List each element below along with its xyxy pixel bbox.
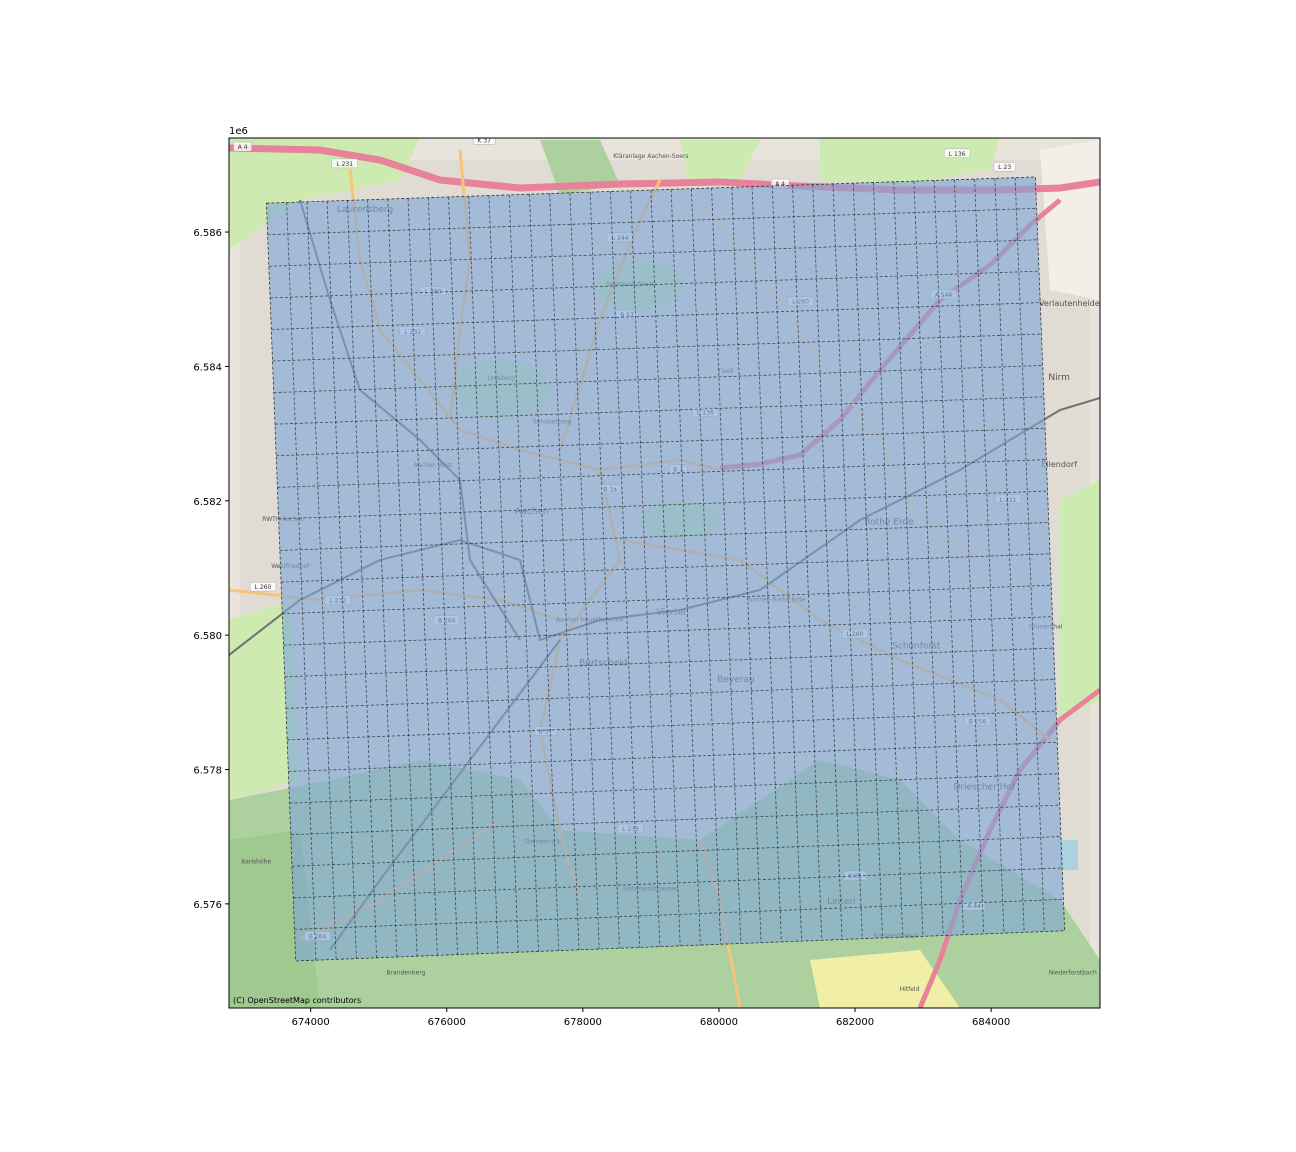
road-label: L 23 bbox=[998, 164, 1011, 171]
road-label: K 37 bbox=[477, 137, 491, 144]
grid-row-line bbox=[288, 741, 1058, 772]
x-axis: 674000 676000 678000 680000 682000 684000 bbox=[292, 1008, 1010, 1028]
y-tick-label: 6.582 bbox=[193, 497, 222, 508]
grid-column-line bbox=[610, 191, 641, 948]
grid-lines bbox=[267, 177, 1064, 961]
grid-row-line bbox=[289, 773, 1059, 804]
y-tick-label: 6.584 bbox=[193, 362, 222, 373]
grid-column-line bbox=[933, 180, 964, 935]
road-shield bbox=[993, 162, 1016, 172]
x-tick-label: 674000 bbox=[292, 1017, 330, 1028]
grid-column-line bbox=[1014, 177, 1045, 932]
x-tick-label: 684000 bbox=[972, 1017, 1010, 1028]
grid-row-line bbox=[293, 867, 1063, 899]
meadow-area bbox=[229, 138, 420, 250]
grid-row-line bbox=[272, 333, 1042, 362]
grid-row-line bbox=[281, 553, 1051, 583]
place-label: Eilendorf bbox=[1041, 460, 1077, 469]
grid-column-line bbox=[630, 190, 661, 947]
y-axis-offset-label: 1e6 bbox=[229, 126, 248, 137]
grid-column-line bbox=[529, 194, 560, 951]
grid-column-line bbox=[589, 192, 620, 949]
grid-row-line bbox=[276, 427, 1046, 457]
axes-frame bbox=[228, 137, 1101, 1009]
x-tick-label: 680000 bbox=[700, 1017, 738, 1028]
grid-column-line bbox=[954, 179, 985, 934]
y-axis: 6.576 6.578 6.580 6.582 6.584 6.586 bbox=[193, 228, 229, 911]
water-body bbox=[1060, 840, 1078, 870]
residential-area bbox=[1040, 140, 1100, 300]
grid-row-line bbox=[285, 679, 1055, 709]
road-label: A 4 bbox=[238, 144, 248, 151]
road-shield bbox=[472, 138, 496, 145]
grid-row-line bbox=[283, 616, 1053, 646]
road-shield bbox=[331, 158, 358, 169]
x-tick-label: 682000 bbox=[836, 1017, 874, 1028]
map-attribution: (C) OpenStreetMap contributors bbox=[233, 996, 361, 1005]
grid-row-line bbox=[271, 302, 1041, 330]
grid-column-line bbox=[569, 192, 600, 950]
y-tick-label: 6.578 bbox=[193, 766, 222, 777]
grid-row-line bbox=[287, 710, 1057, 741]
farmland-area bbox=[810, 950, 960, 1008]
road-label: L 136 bbox=[949, 151, 966, 158]
forest-area bbox=[540, 140, 620, 195]
grid-row-line bbox=[277, 459, 1047, 488]
grid-row-line bbox=[278, 490, 1048, 520]
grid-row-line bbox=[268, 239, 1038, 267]
grid-column-line bbox=[549, 193, 580, 950]
road-shield bbox=[233, 141, 252, 152]
place-label: Niederforstbach bbox=[1049, 969, 1097, 976]
meadow-area bbox=[680, 140, 760, 185]
x-tick-label: 676000 bbox=[428, 1017, 466, 1028]
grid-column-line bbox=[974, 179, 1005, 934]
road-label: A 4 bbox=[775, 181, 785, 188]
y-tick-label: 6.586 bbox=[193, 228, 222, 239]
grid-row-line bbox=[267, 207, 1037, 236]
road-label: L 231 bbox=[336, 161, 353, 168]
place-label: Hitfeld bbox=[900, 986, 920, 993]
grid-row-line bbox=[273, 365, 1043, 394]
grid-row-line bbox=[279, 522, 1049, 551]
place-label: Brandenberg bbox=[386, 969, 425, 976]
grid-row-line bbox=[292, 836, 1061, 867]
meadow-area bbox=[229, 600, 300, 800]
place-label: Nirm bbox=[1048, 373, 1070, 383]
meadow-area bbox=[1060, 480, 1100, 720]
road-shield bbox=[249, 581, 277, 592]
y-tick-label: 6.576 bbox=[193, 900, 222, 911]
y-tick-label: 6.580 bbox=[193, 631, 222, 642]
grid-column-line bbox=[650, 190, 681, 946]
x-tick-label: 678000 bbox=[564, 1017, 602, 1028]
place-label: Verlautenheide bbox=[1039, 299, 1100, 308]
grid-row-line bbox=[294, 898, 1064, 930]
grid-row-line bbox=[274, 396, 1044, 425]
place-label: Karlshöhe bbox=[241, 859, 271, 866]
road-shield bbox=[943, 148, 971, 158]
grid-row-line bbox=[270, 270, 1040, 299]
grid-row-line bbox=[282, 584, 1052, 615]
road-label: L 260 bbox=[255, 584, 272, 591]
grid-row-line bbox=[290, 804, 1060, 836]
grid-column-line bbox=[670, 189, 701, 946]
grid-polygon bbox=[266, 176, 1066, 962]
grid-row-line bbox=[284, 647, 1054, 678]
place-label: Kläranlage Aachen-Soers bbox=[613, 153, 688, 160]
grid-column-line bbox=[994, 178, 1025, 933]
grid-overlay bbox=[266, 176, 1066, 962]
